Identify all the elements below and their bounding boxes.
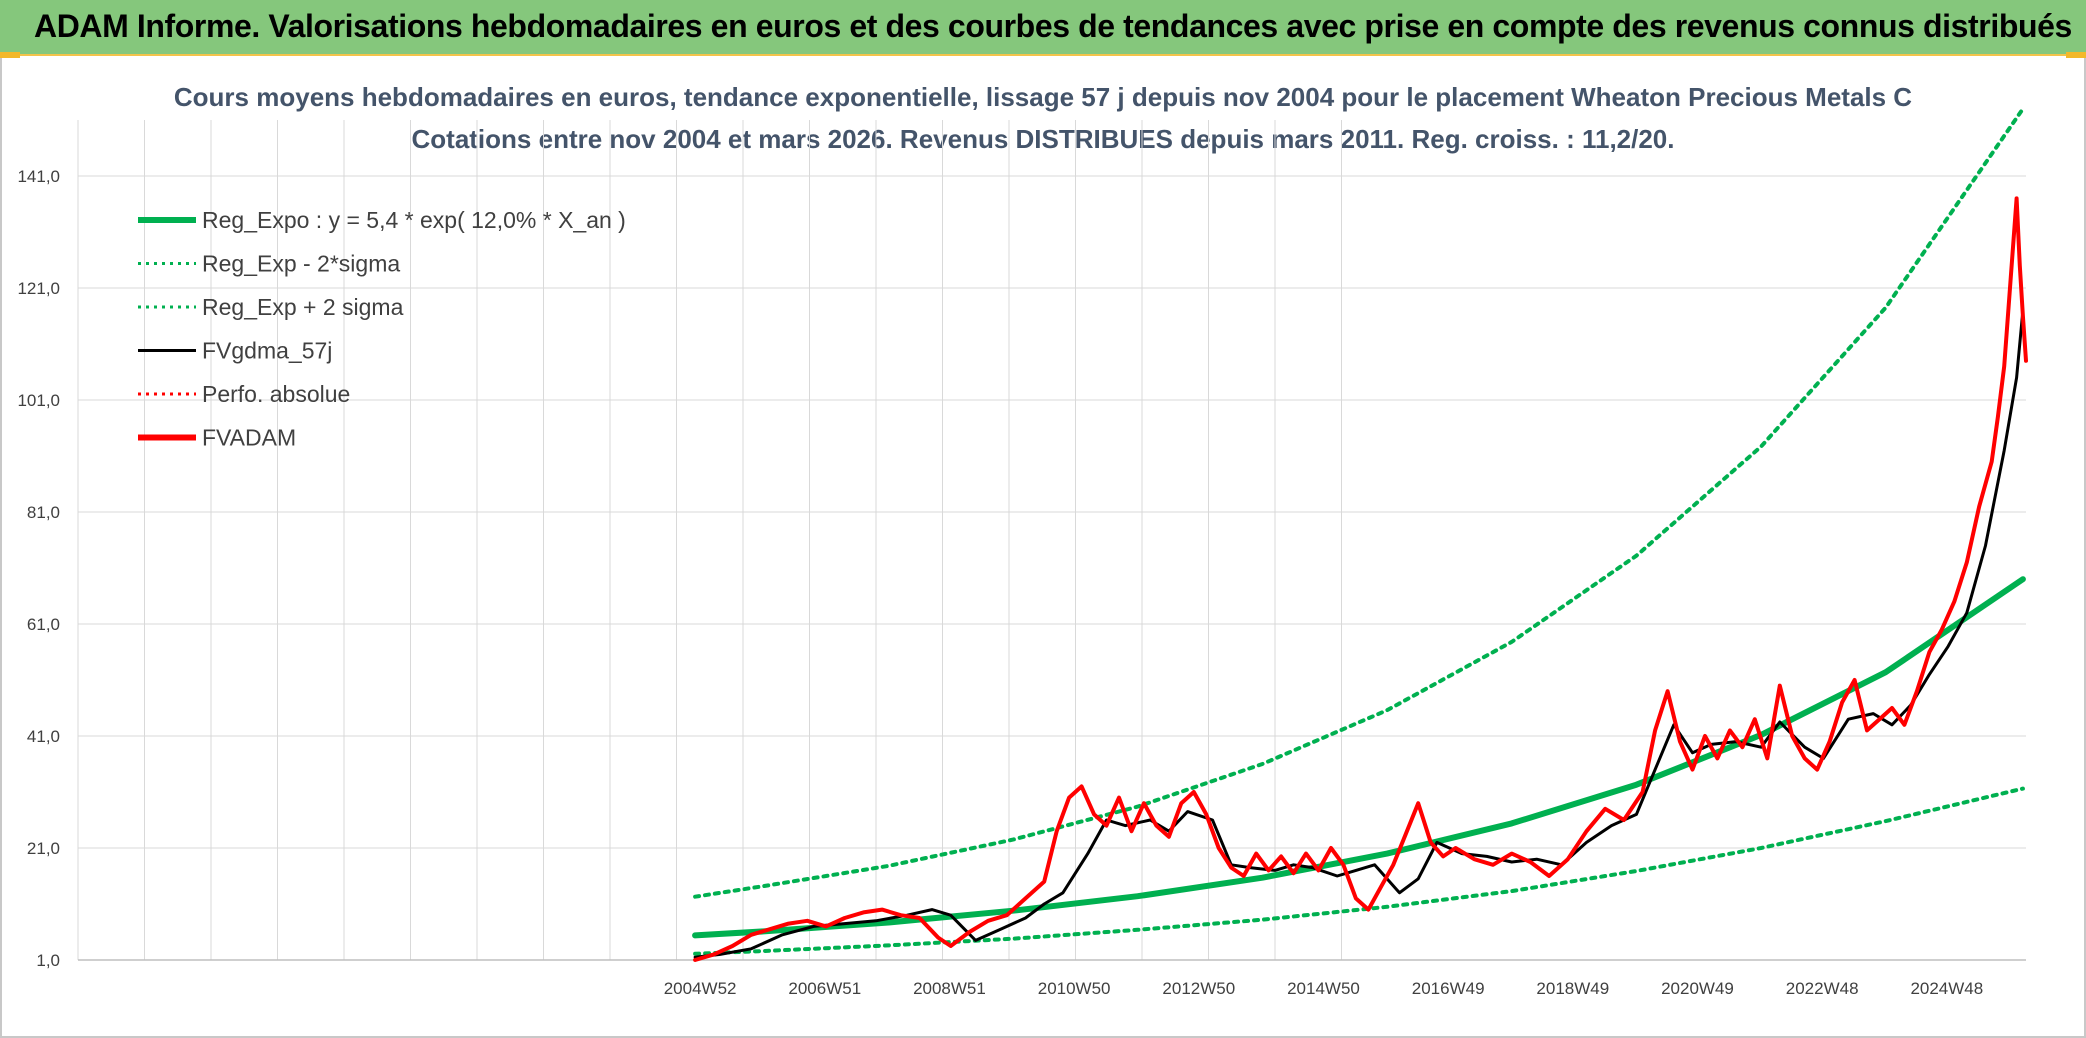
x-tick-label: 2010W50 bbox=[1038, 979, 1111, 998]
legend-label: Reg_Exp + 2 sigma bbox=[202, 294, 404, 320]
y-tick-label: 41,0 bbox=[27, 727, 60, 746]
series-line-reg-exp-2-sigma bbox=[693, 106, 2025, 899]
banner-corner-right bbox=[2066, 52, 2086, 58]
legend-label: Reg_Expo : y = 5,4 * exp( 12,0% * X_an ) bbox=[202, 207, 626, 233]
y-tick-label: 101,0 bbox=[17, 391, 60, 410]
y-tick-label: 81,0 bbox=[27, 503, 60, 522]
series-line-fvgdma-57j bbox=[693, 308, 2025, 959]
trend-chart: 1,0 21,0 41,0 61,0 81,0 101,0 121,0 141,0 2004W5… bbox=[17, 106, 2028, 998]
chart-legend: Reg_Expo : y = 5,4 * exp( 12,0% * X_an )… bbox=[138, 207, 626, 451]
x-tick-label: 2018W49 bbox=[1536, 979, 1609, 998]
legend-label: FVADAM bbox=[202, 425, 296, 451]
legend-label: FVgdma_57j bbox=[202, 338, 332, 364]
y-tick-label: 141,0 bbox=[17, 167, 60, 186]
x-tick-label: 2020W49 bbox=[1661, 979, 1734, 998]
x-tick-label: 2012W50 bbox=[1162, 979, 1235, 998]
chart-grid bbox=[77, 120, 2026, 961]
x-tick-label: 2014W50 bbox=[1287, 979, 1360, 998]
legend-label: Reg_Exp - 2*sigma bbox=[202, 251, 400, 277]
series-line-fvadam bbox=[693, 196, 2028, 962]
series-line-reg-exp-2-sigma bbox=[693, 786, 2025, 956]
y-tick-label: 21,0 bbox=[27, 839, 60, 858]
x-tick-label: 2004W52 bbox=[664, 979, 737, 998]
y-tick-label: 121,0 bbox=[17, 279, 60, 298]
x-tick-label: 2008W51 bbox=[913, 979, 986, 998]
legend-label: Perfo. absolue bbox=[202, 381, 350, 407]
y-tick-label: 1,0 bbox=[36, 951, 60, 970]
report-banner: ADAM Informe. Valorisations hebdomadaire… bbox=[0, 0, 2086, 56]
y-tick-label: 61,0 bbox=[27, 615, 60, 634]
report-title: ADAM Informe. Valorisations hebdomadaire… bbox=[34, 8, 2072, 44]
banner-corner-left bbox=[0, 52, 20, 58]
x-tick-label: 2006W51 bbox=[788, 979, 861, 998]
chart-title: Cours moyens hebdomadaires en euros, ten… bbox=[173, 82, 1913, 112]
chart-axes: 1,0 21,0 41,0 61,0 81,0 101,0 121,0 141,0 2004W5… bbox=[17, 167, 2026, 998]
x-tick-label: 2016W49 bbox=[1412, 979, 1485, 998]
x-tick-label: 2022W48 bbox=[1786, 979, 1859, 998]
chart-subtitle: Cotations entre nov 2004 et mars 2026. R… bbox=[411, 124, 1675, 154]
chart-series bbox=[692, 106, 2028, 962]
x-tick-label: 2024W48 bbox=[1910, 979, 1983, 998]
